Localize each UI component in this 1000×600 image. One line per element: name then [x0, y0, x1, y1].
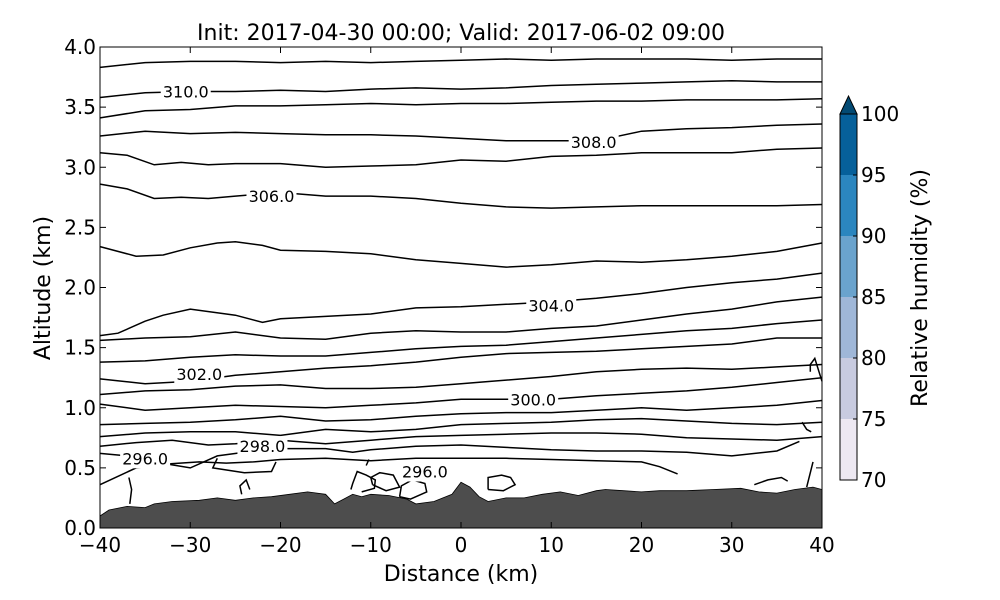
contour-label: 306.0	[249, 187, 295, 206]
contour-label-bg	[526, 295, 577, 316]
y-tick-label: 4.0	[64, 35, 96, 59]
y-tick-label: 3.0	[64, 155, 96, 179]
contour-label-bg	[237, 436, 288, 457]
contour-line	[99, 440, 800, 469]
contour-line	[801, 421, 812, 433]
contour-line	[487, 474, 517, 492]
contour-label-bg	[568, 131, 619, 152]
x-tick-label: 0	[455, 533, 468, 557]
x-tick-label: −20	[259, 533, 301, 557]
colorbar-tick-label: 70	[861, 468, 886, 492]
contour-line	[99, 97, 823, 119]
contour-line	[211, 457, 277, 474]
contour-line	[398, 479, 428, 500]
contour-line	[99, 363, 823, 396]
contour-line	[99, 399, 823, 426]
contour-line	[128, 477, 133, 504]
colorbar-bin	[840, 358, 857, 419]
terrain-area	[99, 481, 823, 529]
contour-line	[99, 296, 823, 342]
colorbar-bin	[840, 236, 857, 297]
x-tick-label: −30	[169, 533, 211, 557]
colorbar-tick-label: 85	[861, 285, 886, 309]
contour-label-bg	[174, 364, 225, 385]
x-tick-label: −10	[350, 533, 392, 557]
contour-label: 304.0	[528, 297, 574, 316]
x-tick-label: 20	[629, 533, 654, 557]
x-tick-label: 10	[539, 533, 564, 557]
contour-label: 296.0	[122, 449, 168, 468]
colorbar-bin	[840, 114, 857, 175]
colorbar-tick-label: 100	[861, 102, 899, 126]
contour-label: 310.0	[163, 82, 209, 101]
contour-line	[99, 319, 823, 363]
contour-label-bg	[246, 186, 297, 207]
colorbar-tick-label: 90	[861, 224, 886, 248]
contour-line	[805, 461, 814, 488]
contour-label: 302.0	[176, 365, 222, 384]
colorbar-title: Relative humidity (%)	[908, 169, 933, 407]
contour-line	[99, 241, 823, 268]
contour-label-bg	[399, 461, 450, 482]
contour-label-bg	[160, 81, 211, 102]
contour-line	[99, 417, 823, 438]
contour-line	[99, 376, 823, 411]
contour-label-bg	[120, 448, 171, 469]
colorbar-tick-label: 75	[861, 407, 886, 431]
y-tick-label: 2.5	[64, 215, 96, 239]
contour-label: 296.0	[402, 462, 448, 481]
colorbar-tick-label: 95	[861, 163, 886, 187]
y-tick-label: 0.5	[64, 456, 96, 480]
x-tick-label: −40	[79, 533, 121, 557]
contour-line	[99, 79, 822, 99]
contour-line	[350, 470, 377, 493]
colorbar-extend-arrow	[839, 94, 858, 115]
contour-line	[99, 147, 823, 169]
contour-line	[754, 476, 789, 486]
contour-line	[99, 123, 823, 142]
y-tick-label: 2.0	[64, 276, 96, 300]
y-axis-title: Altitude (km)	[31, 216, 56, 360]
contour-label-bg	[508, 389, 559, 410]
contour-label: 300.0	[510, 390, 556, 409]
x-tick-label: 30	[719, 533, 744, 557]
y-tick-label: 1.0	[64, 396, 96, 420]
y-tick-label: 3.5	[64, 95, 96, 119]
colorbar-bin	[840, 297, 857, 358]
colorbar-bin	[840, 175, 857, 236]
contour-line	[99, 432, 823, 447]
x-axis-title: Distance (km)	[384, 562, 539, 587]
y-tick-label: 1.5	[64, 336, 96, 360]
contour-label: 298.0	[240, 437, 286, 456]
contour-line	[809, 356, 823, 382]
contour-label: 308.0	[571, 133, 617, 152]
contour-line	[239, 478, 251, 495]
contour-line	[365, 459, 370, 466]
plot-area	[100, 47, 822, 528]
chart-title: Init: 2017-04-30 00:00; Valid: 2017-06-0…	[197, 21, 725, 46]
y-tick-label: 0.0	[64, 516, 96, 540]
colorbar-tick-label: 80	[861, 346, 886, 370]
contour-line	[99, 457, 678, 486]
contour-line	[99, 58, 822, 69]
x-tick-label: 40	[809, 533, 834, 557]
contour-line	[369, 471, 401, 492]
contour-line	[99, 272, 823, 337]
contour-line	[99, 183, 823, 209]
colorbar-bin	[840, 419, 857, 480]
